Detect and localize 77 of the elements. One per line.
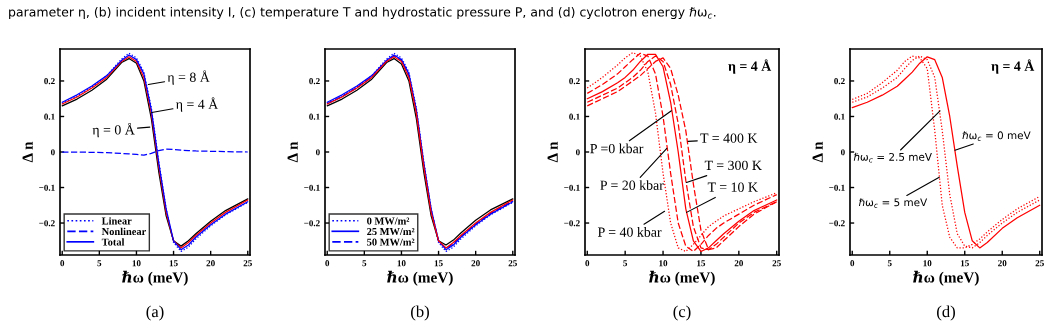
y-tick-label: 0.2 [44, 78, 55, 85]
x-tick-label: 5 [887, 260, 892, 267]
y-tick-label: 0 [840, 149, 845, 156]
x-tick-label: 25 [508, 260, 517, 267]
annotation: T = 400 K [700, 133, 758, 143]
x-tick-label: 25 [772, 260, 781, 267]
x-tick-label: 20 [734, 260, 744, 267]
legend-label: Total [101, 238, 125, 246]
x-tick-label: 10 [923, 260, 932, 267]
y-tick-label: −0.1 [39, 184, 55, 191]
x-tick-label: 15 [697, 260, 706, 267]
x-tick-label: 25 [243, 260, 252, 267]
y-tick-label: −0.2 [304, 220, 320, 227]
x-axis-title: ℏω (meV) [387, 270, 453, 286]
x-tick-label: 0 [850, 260, 855, 267]
text: (d) [937, 305, 955, 321]
x-tick-label: 25 [1035, 260, 1044, 267]
y-axis-title: Δ n [287, 141, 298, 163]
y-axis-title: Δ n [22, 141, 33, 163]
y-tick-label: −0.1 [564, 184, 580, 191]
x-axis-title: ℏω (meV) [649, 270, 715, 286]
y-tick-label: −0.1 [304, 184, 320, 191]
y-tick-label: 0 [315, 149, 320, 156]
annotation: ℏω$_{c}$ = 2.5 meV [853, 152, 932, 163]
y-tick-label: −0.1 [829, 184, 845, 191]
legend-label: Nonlinear [101, 227, 146, 236]
y-tick-label: 0.2 [569, 78, 580, 85]
annotation: ℏω$_{c}$ = 5 meV [858, 198, 928, 208]
text: (c) [673, 305, 691, 321]
y-tick-label: −0.2 [564, 220, 580, 227]
annotation: P = 20 kbar [600, 180, 664, 190]
annotation: P = 40 kbar [597, 227, 662, 237]
x-tick-label: 15 [434, 260, 443, 267]
text: parameter η, (b) incident intensity I, (c) temperature T and hydrostatic pressure P, and (d) cyclotron energy ℏω$_{c}$. [9, 6, 716, 20]
annotation: P =0 kbar [590, 143, 644, 154]
legend-label: Linear [101, 217, 132, 225]
x-tick-label: 5 [97, 260, 102, 267]
text: (b) [411, 305, 429, 321]
y-tick-label: 0.1 [44, 113, 55, 120]
y-tick-label: −0.2 [829, 220, 845, 227]
y-tick-label: 0.2 [834, 78, 845, 85]
y-tick-label: 0.2 [309, 78, 320, 85]
y-tick-label: 0 [50, 149, 55, 156]
text: (a) [146, 305, 164, 321]
annotation: η = 8 Å [167, 70, 210, 85]
x-axis-title: ℏω (meV) [913, 270, 979, 286]
annotation: T = 300 K [704, 160, 762, 171]
legend-label: 25 MW/m² [367, 228, 415, 236]
x-tick-label: 15 [169, 260, 178, 267]
y-tick-label: −0.2 [39, 220, 55, 227]
x-tick-label: 20 [471, 260, 480, 267]
y-axis-title: Δ n [812, 141, 823, 163]
y-tick-label: 0.1 [309, 113, 320, 120]
x-tick-label: 10 [397, 260, 406, 267]
x-tick-label: 0 [585, 260, 590, 267]
annotation: η = 4 Å [991, 59, 1035, 74]
x-tick-label: 15 [960, 260, 969, 267]
x-axis-title: ℏω (meV) [122, 270, 188, 286]
legend-label: 0 MW/m² [367, 217, 410, 225]
y-axis-title: Δ n [547, 141, 558, 163]
x-tick-label: 10 [659, 260, 668, 267]
x-tick-label: 5 [362, 260, 367, 267]
x-tick-label: 0 [60, 260, 65, 267]
legend-label: 50 MW/m² [367, 238, 415, 246]
y-tick-label: 0.1 [834, 113, 845, 120]
annotation: η = 4 Å [728, 59, 772, 74]
x-tick-label: 20 [206, 260, 215, 267]
annotation: η = 4 Å [175, 97, 219, 112]
x-tick-label: 0 [325, 260, 330, 267]
y-tick-label: 0 [575, 149, 580, 156]
x-tick-label: 10 [132, 260, 141, 267]
annotation: ℏω$_{c}$ = 0 meV [962, 131, 1031, 141]
y-tick-label: 0.1 [569, 113, 580, 120]
x-tick-label: 20 [998, 260, 1007, 267]
annotation: η = 0 Å [92, 122, 135, 138]
x-tick-label: 5 [623, 260, 628, 267]
annotation: T = 10 K [707, 182, 758, 192]
